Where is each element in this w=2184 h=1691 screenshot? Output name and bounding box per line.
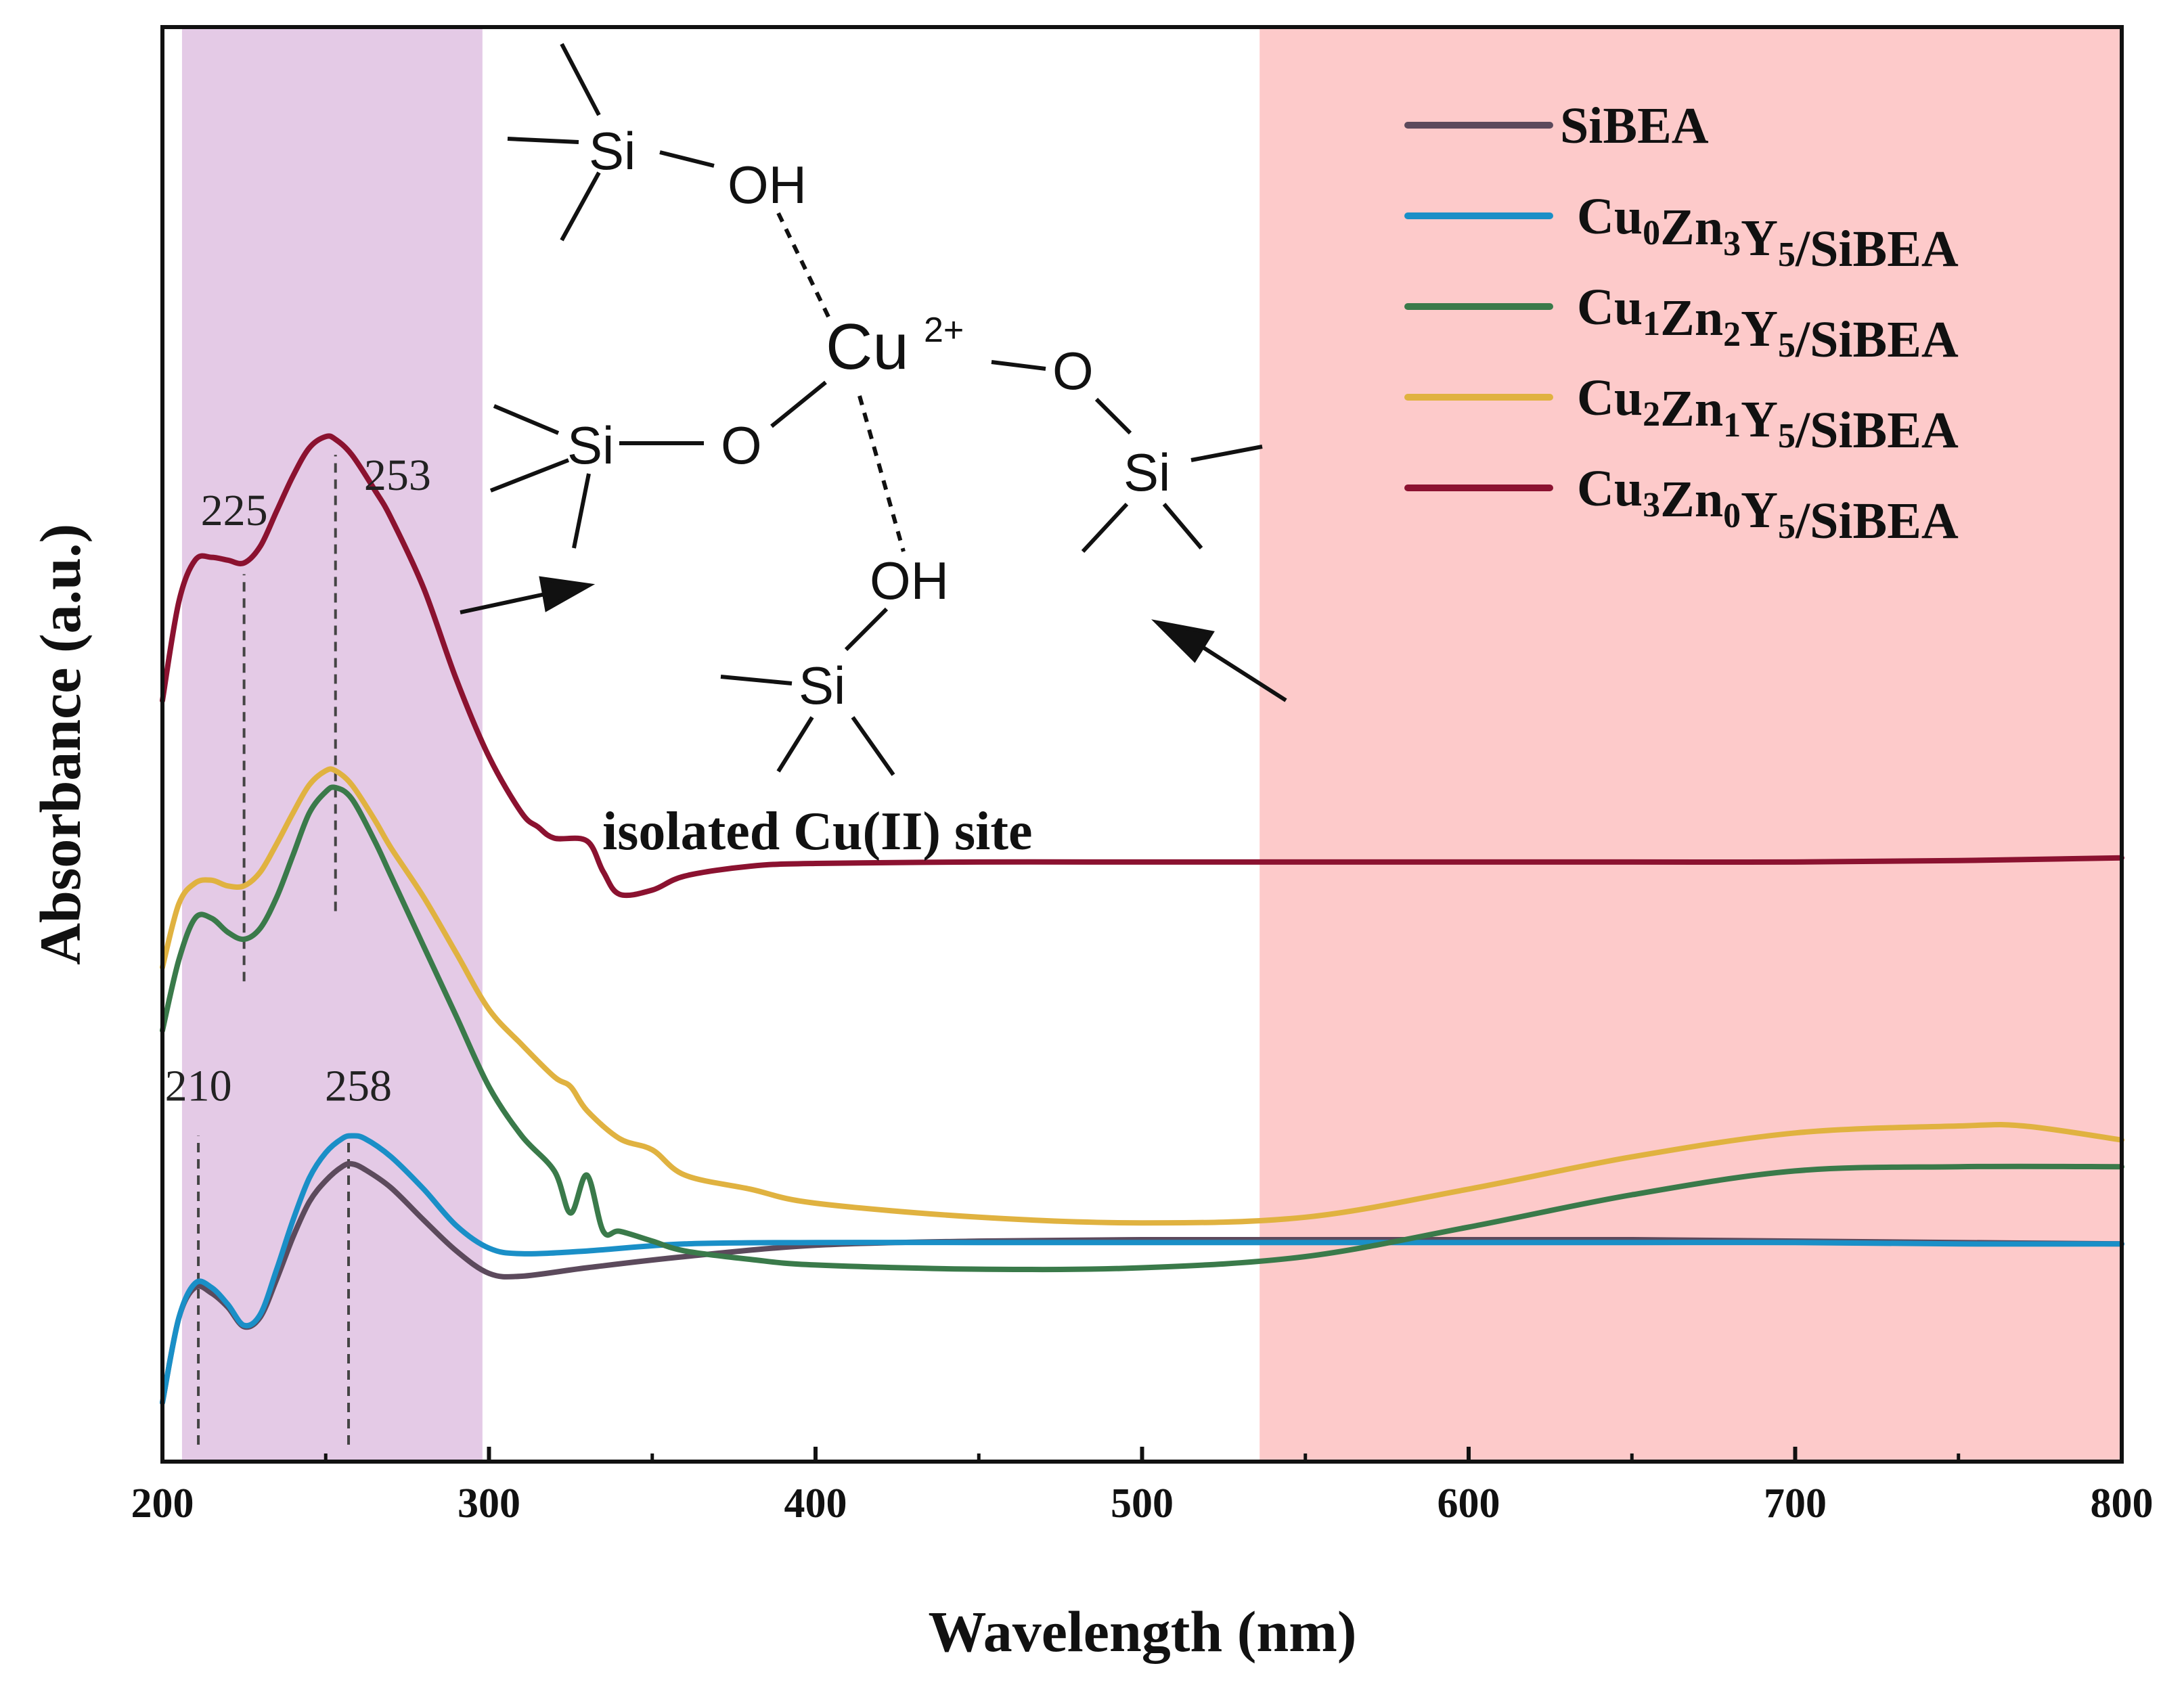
legend-label-4: Cu2Zn1Y5/SiBEA [1577, 369, 1959, 459]
series-line-cu0zn3y5-sibea [160, 1133, 2124, 1405]
peak-label-225: 225 [201, 486, 268, 535]
shaded-regions [181, 27, 2122, 1462]
series-line-cu3zn0y5-sibea [160, 433, 2124, 899]
series-line-cu1zn2y5-sibea [160, 784, 2124, 1273]
o-atom-left: O [721, 415, 762, 475]
o-atom-right: O [1052, 341, 1094, 401]
cu-ion: Cu [826, 311, 909, 383]
y-axis-title: Absorbance (a.u.) [28, 524, 93, 965]
shaded-region-1 [181, 27, 483, 1462]
x-tick-label-600: 600 [1438, 1481, 1500, 1527]
x-tick-label-800: 800 [2091, 1481, 2154, 1527]
legend-label-2: Cu0Zn3Y5/SiBEA [1577, 188, 1959, 277]
x-tick-label-500: 500 [1111, 1481, 1174, 1527]
peak-labels: 225 253 210 258 [165, 451, 431, 1111]
isolated-cu-site-structure: Si OH Cu 2+ O Si O Si OH Si isolated Cu(… [460, 43, 1287, 861]
legend-label-3: Cu1Zn2Y5/SiBEA [1577, 279, 1959, 368]
x-tick-label-700: 700 [1764, 1481, 1827, 1527]
x-tick-label-200: 200 [131, 1481, 194, 1527]
si-atom-right: Si [1123, 443, 1170, 502]
legend: SiBEA Cu0Zn3Y5/SiBEACu1Zn2Y5/SiBEACu2Zn1Y… [1404, 97, 1959, 549]
x-axis-title: Wavelength (nm) [928, 1599, 1356, 1664]
oh-group-top: OH [728, 155, 807, 215]
oh-group-bottom: OH [870, 551, 949, 610]
series-line-cu2zn1y5-sibea [160, 766, 2124, 1226]
x-axis: 200 300 400 500 600 700 800 [131, 1447, 2154, 1527]
peak-markers [197, 455, 351, 1445]
peak-label-258: 258 [325, 1062, 392, 1111]
si-atom-top: Si [589, 121, 636, 181]
shaded-region-2 [1260, 27, 2122, 1462]
x-tick-label-300: 300 [458, 1481, 520, 1527]
inset-caption: isolated Cu(II) site [602, 802, 1033, 861]
legend-label-5: Cu3Zn0Y5/SiBEA [1577, 460, 1959, 549]
legend-label-1: SiBEA [1560, 97, 1709, 154]
structure-bonds [489, 43, 1263, 776]
cu-charge: 2+ [924, 311, 964, 350]
x-tick-label-400: 400 [784, 1481, 847, 1527]
si-atom-middle-left: Si [567, 415, 614, 475]
inset-arrows [460, 576, 1287, 702]
series-layer [160, 433, 2124, 1405]
peak-label-210: 210 [165, 1062, 232, 1111]
si-atom-bottom: Si [799, 656, 845, 715]
structure-atoms: Si OH Cu 2+ O Si O Si OH Si [567, 121, 1170, 715]
peak-label-253: 253 [364, 451, 431, 500]
